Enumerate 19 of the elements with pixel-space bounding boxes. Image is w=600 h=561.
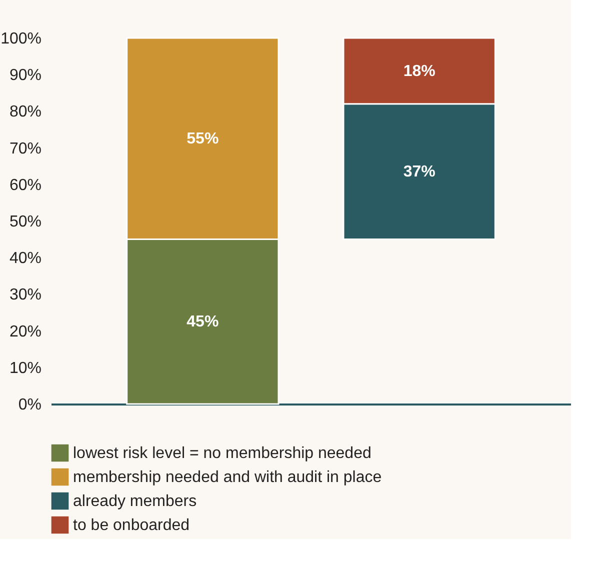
y-tick-label: 50% [9,214,42,230]
legend-label: to be onboarded [73,517,190,534]
data-label: 55% [186,130,219,148]
y-tick-label: 60% [9,176,42,194]
y-tick-label: 90% [9,67,42,84]
legend-label: already members [73,493,197,510]
y-tick-label: 40% [9,250,42,268]
legend-label: lowest risk level = no membership needed [73,445,372,462]
y-tick-label: 70% [9,140,42,158]
data-label: 18% [403,62,436,80]
y-tick-label: 30% [9,286,42,304]
y-tick-label: 10% [9,360,42,377]
y-tick-label: 20% [9,323,42,340]
y-tick-label: 100% [0,30,42,48]
y-tick-label: 80% [9,104,42,121]
data-label: 37% [403,164,436,181]
y-tick-label: 0% [18,396,42,414]
data-label: 45% [186,314,219,331]
legend-label: membership needed and with audit in place [73,469,382,486]
